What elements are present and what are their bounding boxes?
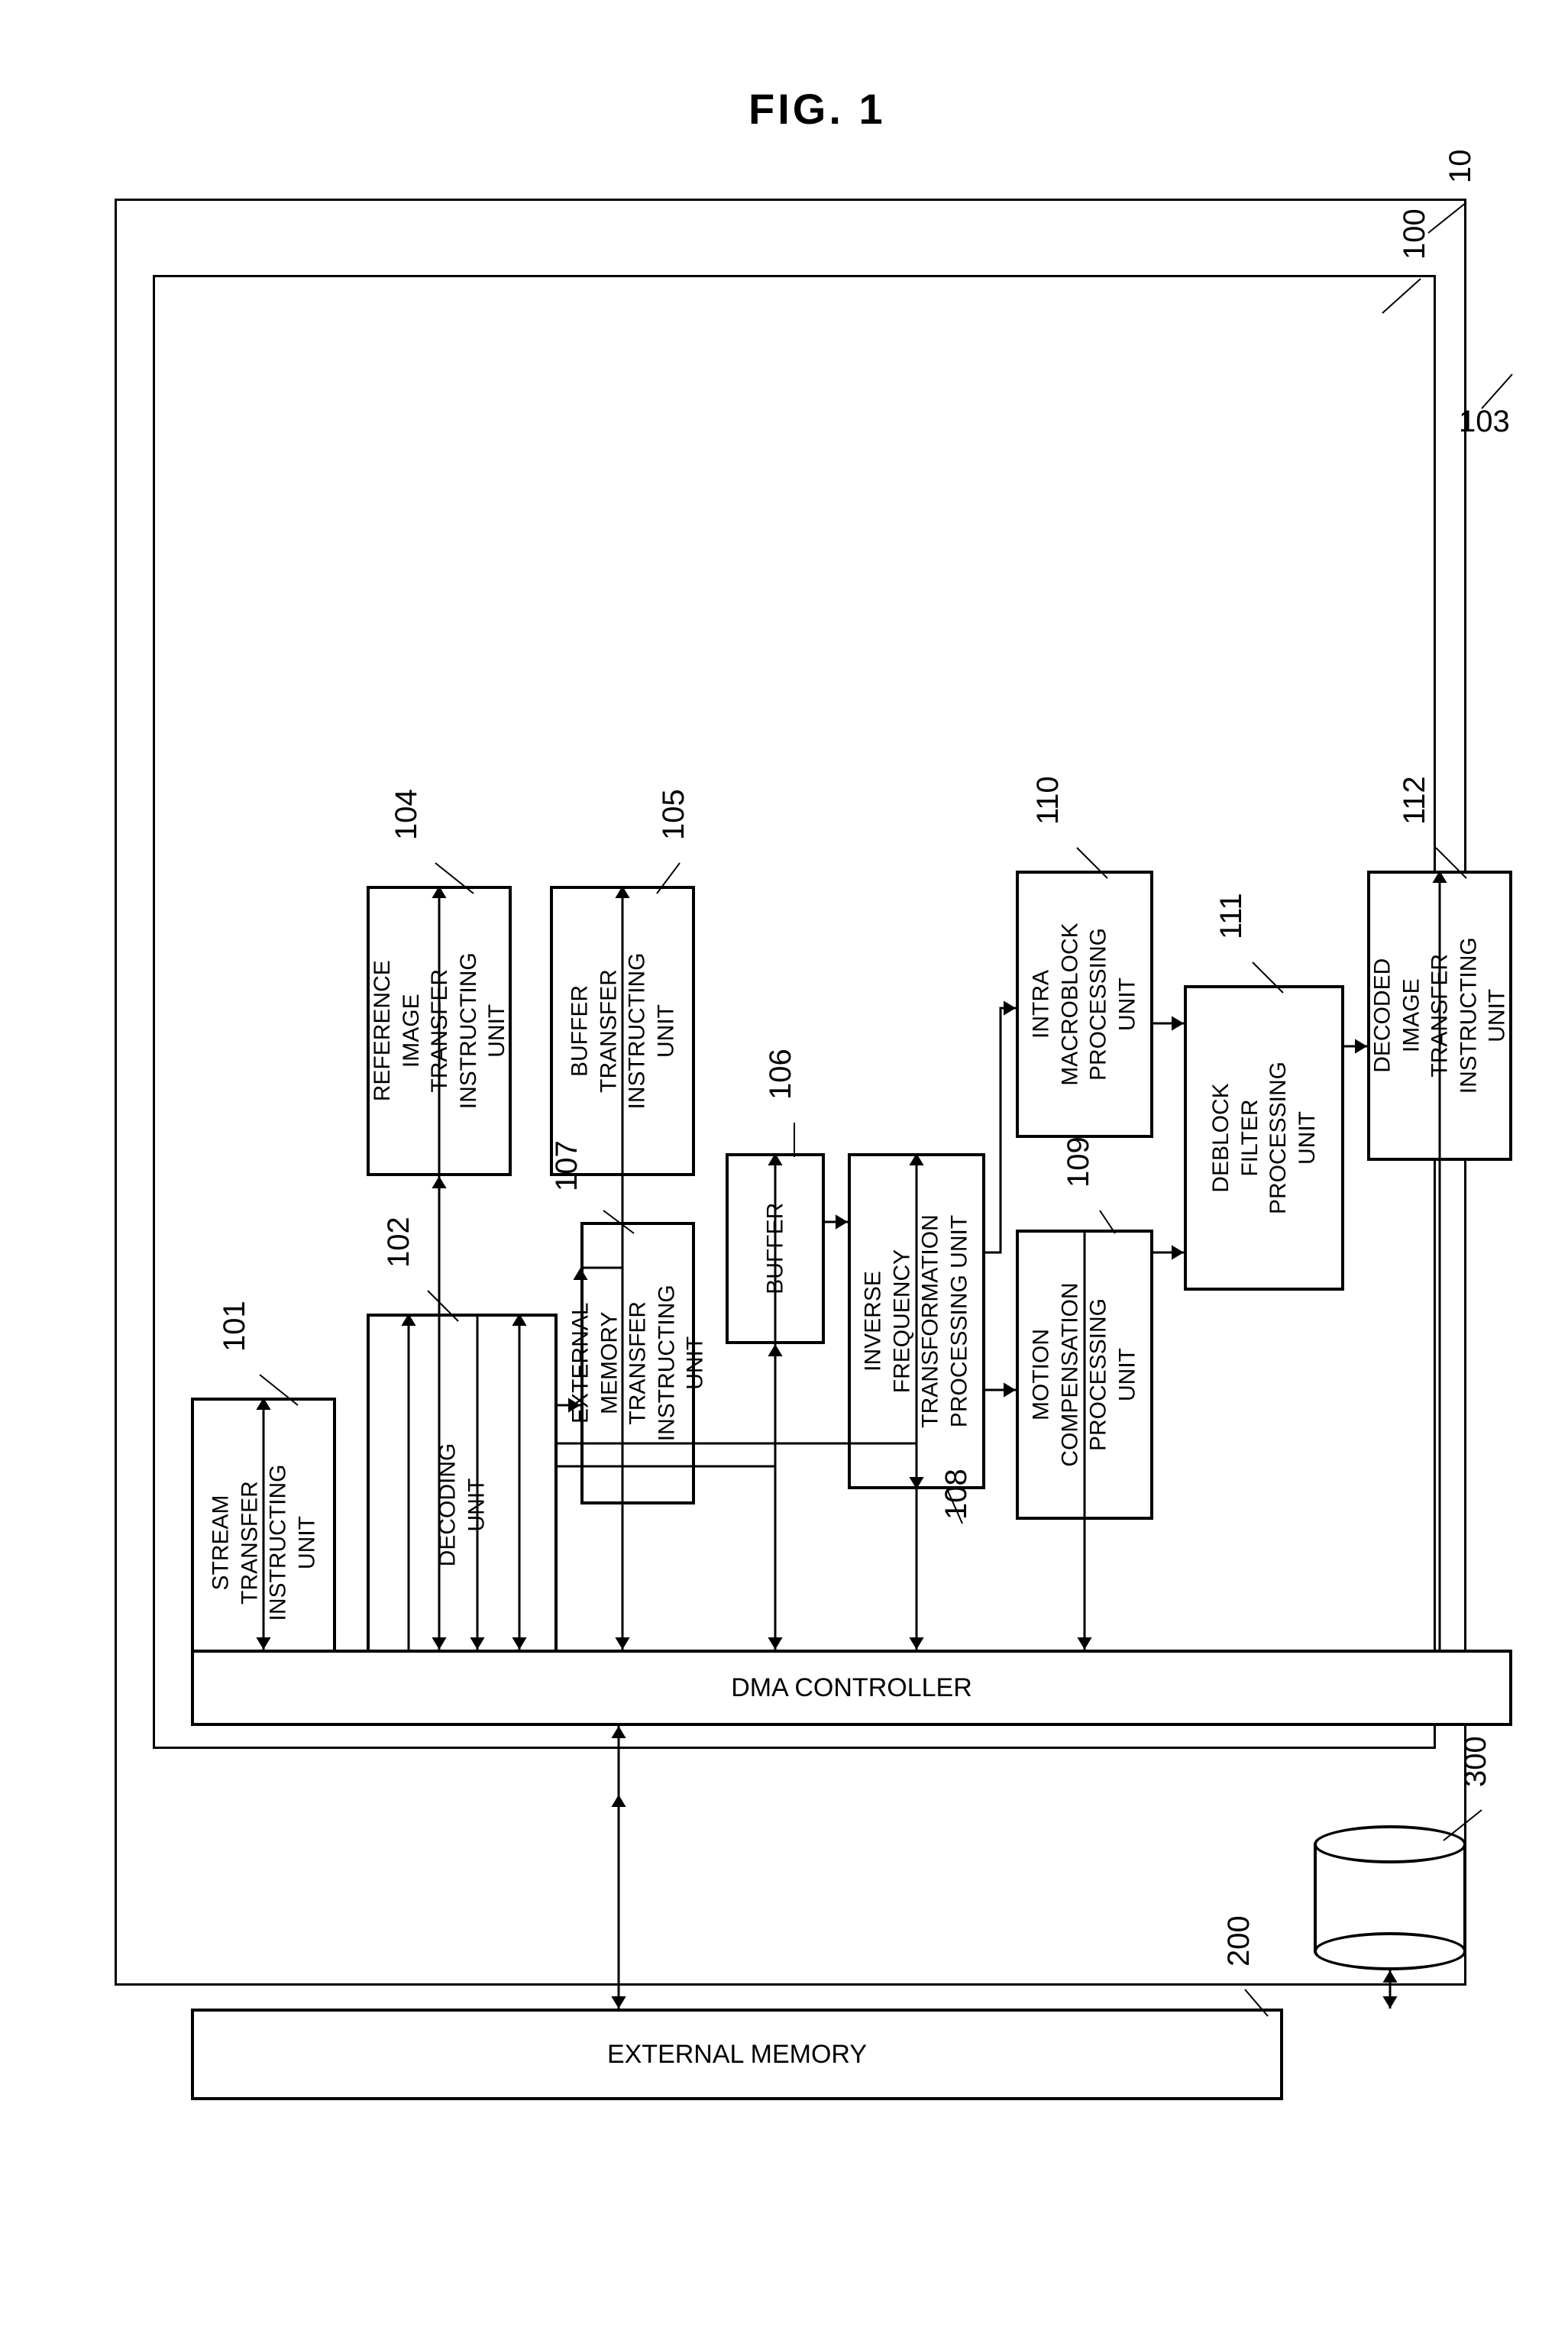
figure-title: FIG. 1: [748, 84, 886, 134]
ref-112: 112: [1398, 776, 1432, 825]
block-label: INVERSE FREQUENCY TRANSFORMATION PROCESS…: [859, 1214, 974, 1427]
diagram-canvas: FIG. 1 STREAM TRANSFER INSTRUCTING UNIT …: [31, 31, 1537, 2296]
block-label: STREAM TRANSFER INSTRUCTING UNIT: [206, 1465, 321, 1621]
block-109-motion-compensation: MOTION COMPENSATION PROCESSING UNIT: [1016, 1230, 1153, 1520]
block-label: EXTERNAL MEMORY TRANSFER INSTRUCTING UNI…: [566, 1285, 710, 1442]
ref-105: 105: [657, 789, 691, 840]
block-label: DECODING UNIT: [434, 1418, 491, 1591]
block-label: INTRA MACROBLOCK PROCESSING UNIT: [1027, 923, 1142, 1085]
ref-107: 107: [550, 1140, 584, 1191]
ref-200: 200: [1222, 1915, 1256, 1967]
block-108-inverse-frequency: INVERSE FREQUENCY TRANSFORMATION PROCESS…: [848, 1153, 985, 1489]
block-103-dma-controller: DMA CONTROLLER: [191, 1650, 1512, 1726]
ref-103: 103: [1459, 405, 1510, 439]
block-label: BUFFER: [761, 1203, 790, 1294]
block-104-reference-image-transfer: REFERENCE IMAGE TRANSFER INSTRUCTING UNI…: [367, 886, 512, 1176]
block-label: DEBLOCK FILTER PROCESSING UNIT: [1207, 1062, 1321, 1214]
block-label: REFERENCE IMAGE TRANSFER INSTRUCTING UNI…: [367, 953, 511, 1110]
block-200-external-memory: EXTERNAL MEMORY: [191, 2009, 1283, 2100]
ref-110: 110: [1031, 776, 1065, 825]
ref-109: 109: [1062, 1136, 1096, 1188]
cylinder-300-storage-icon: [1314, 1825, 1466, 1970]
ref-104: 104: [390, 789, 424, 840]
ref-108: 108: [939, 1469, 974, 1520]
block-label: MOTION COMPENSATION PROCESSING UNIT: [1027, 1282, 1142, 1466]
block-label: EXTERNAL MEMORY: [607, 2038, 867, 2071]
ref-10: 10: [1444, 150, 1478, 184]
block-label: BUFFER TRANSFER INSTRUCTING UNIT: [565, 953, 680, 1110]
ref-111: 111: [1214, 893, 1249, 939]
ref-100: 100: [1398, 208, 1432, 260]
block-105-buffer-transfer: BUFFER TRANSFER INSTRUCTING UNIT: [550, 886, 695, 1176]
ref-102: 102: [382, 1217, 416, 1268]
block-101-stream-transfer: STREAM TRANSFER INSTRUCTING UNIT: [191, 1398, 336, 1688]
ref-106: 106: [764, 1049, 798, 1100]
block-102-decoding-unit: DECODING UNIT: [367, 1314, 558, 1695]
block-label: DMA CONTROLLER: [731, 1672, 972, 1705]
block-111-deblock-filter: DEBLOCK FILTER PROCESSING UNIT: [1184, 985, 1344, 1291]
ref-300: 300: [1459, 1736, 1493, 1787]
block-110-intra-macroblock: INTRA MACROBLOCK PROCESSING UNIT: [1016, 871, 1153, 1138]
block-107-external-memory-transfer: EXTERNAL MEMORY TRANSFER INSTRUCTING UNI…: [580, 1222, 695, 1504]
block-112-decoded-image-transfer: DECODED IMAGE TRANSFER INSTRUCTING UNIT: [1367, 871, 1512, 1161]
block-label: DECODED IMAGE TRANSFER INSTRUCTING UNIT: [1368, 938, 1511, 1094]
block-106-buffer: BUFFER: [726, 1153, 825, 1344]
ref-101: 101: [218, 1301, 252, 1352]
